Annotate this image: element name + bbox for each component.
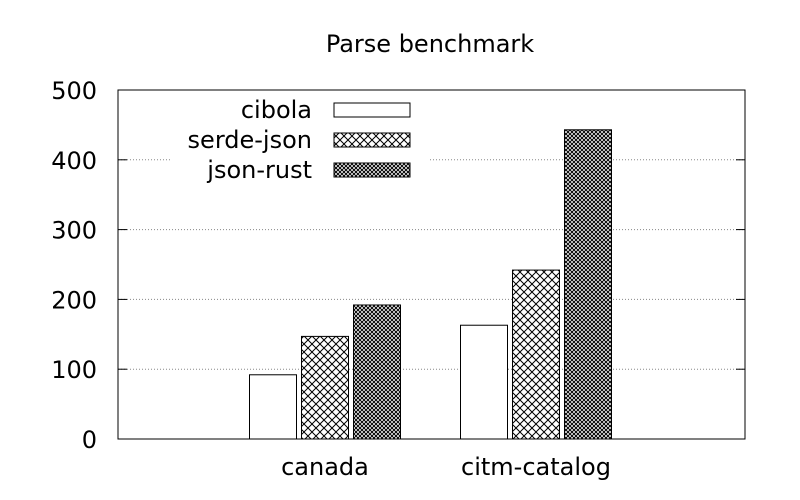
chart-title: Parse benchmark (326, 30, 534, 58)
legend-label: json-rust (206, 156, 312, 184)
grid-lines (118, 159, 745, 370)
x-category-label: canada (281, 453, 369, 481)
y-tick-label: 200 (51, 286, 97, 314)
y-tick-label: 0 (82, 426, 97, 454)
bar-serde-json-canada (301, 335, 349, 440)
plot-frame (117, 89, 746, 440)
y-axis: 0 100 200 300 400 500 (51, 77, 745, 454)
y-tick-label: 100 (51, 356, 97, 384)
legend-swatch-json-rust (333, 162, 411, 178)
y-tick-label: 300 (51, 217, 97, 245)
bar-json-rust-canada (353, 304, 401, 440)
legend-swatch-cibola (333, 102, 411, 118)
bar-serde-json-citm-catalog (512, 269, 560, 440)
legend-label: cibola (241, 96, 312, 124)
y-tick-label: 500 (51, 77, 97, 105)
x-axis: canada citm-catalog (281, 453, 611, 481)
y-tick-label: 400 (51, 147, 97, 175)
bar-cibola-citm-catalog (460, 324, 508, 440)
bar-cibola-canada (249, 374, 297, 440)
x-category-label: citm-catalog (461, 453, 611, 481)
bar-json-rust-citm-catalog (564, 129, 612, 440)
legend-swatch-serde-json (333, 132, 411, 148)
legend-label: serde-json (188, 126, 312, 154)
